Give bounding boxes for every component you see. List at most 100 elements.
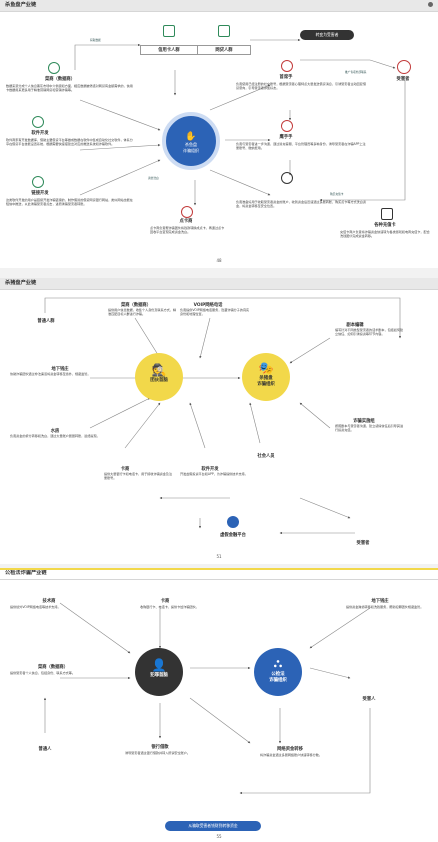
- desc-bank: 诱导受害者通过银行借款并转入所谓安全账户。: [125, 751, 190, 755]
- web-loan-icon: [218, 25, 230, 37]
- node-vendor: 菜商（数据商）: [120, 303, 152, 308]
- center-circle: ✋ 杀鱼盘 诈骗组织: [162, 112, 220, 170]
- desc-zhuashou: 负责使用已经注册的社交账号，根据受害者心理特点大量发送借贷消息，引诱受害者主动回…: [236, 82, 366, 91]
- node-victim: 受害者: [356, 541, 370, 546]
- page-header: 杀猪盘产业链: [0, 278, 438, 290]
- node-webloan: 网贷人群: [197, 45, 251, 55]
- boss-circle: 👤 犯罪首脑: [135, 648, 183, 696]
- zhuashou-icon: [281, 60, 293, 72]
- desc-charge: 充值卡商户负责将诈骗资金快速转为各类游戏和电商充值卡，配合洗钱团伙完成资金转移。: [340, 230, 430, 239]
- node-waterhouse: 水房: [50, 429, 60, 434]
- boss-icon: 🕵: [151, 363, 167, 377]
- node-platform: 虚假金融平台: [220, 533, 246, 538]
- node-network: 网络资金转移: [277, 747, 303, 752]
- node-xiangshou: 鹰手手: [279, 135, 293, 140]
- aid-icon: [181, 206, 193, 218]
- desc-aid: 点卡商负责帮诈骗团伙将钱款转换成点卡，再通过点卡回收平台变现完成资金洗白。: [150, 226, 225, 235]
- flow-lines: [44, 297, 402, 535]
- center-line1: 杀猪盘: [259, 376, 273, 381]
- center-line2: 诈骗组织: [269, 678, 287, 683]
- node-ordinary: 普通人群: [37, 319, 55, 324]
- node-card: 卡商: [160, 599, 170, 604]
- desc-editor: 编写针对不同类型受害者的话术剧本，包括如何建立信任、如何引诱投资等环节内容。: [335, 328, 404, 337]
- page-header: 杀鱼盘产业链: [0, 0, 438, 12]
- node-ordinary: 普通人: [38, 747, 52, 752]
- page-title: 公检法诈骗产业链: [5, 570, 47, 576]
- center-line1: 犯罪首脑: [150, 673, 168, 678]
- desc-vendor: 数据来源分成个人信息黑灰市场中介倒卖和方面，相应数据被筛选对网贷有金额需求的，信…: [6, 84, 133, 93]
- desc-vendor: 提供受害者个人信息，包括身份、联系方式等。: [10, 671, 75, 675]
- collapse-icon[interactable]: [428, 2, 433, 7]
- node-bank: 银行借款: [151, 745, 169, 750]
- node-credit: 信用卡人群: [140, 45, 198, 55]
- desc-sendcard: 提供大量银行卡和电话卡，用于接收诈骗资金及注册账号。: [104, 472, 173, 481]
- node-underground: 地下钱庄: [371, 599, 389, 604]
- software-icon: [32, 116, 44, 128]
- desc-underground: 协助诈骗团伙通过非法渠道将资金转移至境外，规避监管。: [10, 372, 91, 376]
- globe-icon: [227, 516, 239, 528]
- page-1: 杀鱼盘产业链 转变为受害者 信用卡人群 网贷人群 菜商（数据商） 数据来源分成个…: [0, 0, 438, 268]
- node-voip: VOIP网络电话: [193, 303, 223, 308]
- arrow-label-top: 获取数据: [90, 38, 101, 42]
- node-aid: 点卡商: [179, 219, 193, 224]
- node-editor: 剧本编辑: [346, 323, 364, 328]
- node-victim: 受害人: [362, 697, 376, 702]
- page-title: 杀鱼盘产业链: [5, 2, 37, 8]
- node-sendcard: 卡商: [120, 467, 130, 472]
- arrow-label-buy: 购买充值卡: [330, 192, 344, 196]
- link-icon: [32, 176, 44, 188]
- page-number: 55: [216, 834, 222, 839]
- node-software: 软件开发: [201, 467, 219, 472]
- org-circle: ⛬ 公检法 诈骗组织: [254, 648, 302, 696]
- desc-underground: 提供资金跨境转移和洗钱服务，帮助犯罪团伙规避监管。: [346, 605, 424, 609]
- gamepad-icon: [381, 208, 393, 220]
- page-3: 公检法诈骗产业链 技术商 提供境外VOIP网络电话等技术支持。 卡商 收购银行卡…: [0, 568, 438, 842]
- node-charge: 各种充值卡: [374, 223, 396, 228]
- flow-lines: [74, 38, 406, 206]
- node-zhuashou: 首席手: [279, 75, 293, 80]
- network-icon: ⛬: [273, 656, 283, 670]
- desc-software: 软件商家有开发数据库，借助主要借贷平台等做成数据在软件中集成自动化社交软件，体系…: [6, 138, 133, 147]
- bottom-pill: 从骗取受害者钱财到转移资金: [165, 821, 261, 831]
- center-line2: 诈骗组织: [183, 148, 199, 153]
- arrow-label-right: 推广专项外部联系: [345, 70, 367, 74]
- page-2: 杀猪盘产业链 🕵 团伙首脑 🎭 杀猪盘 诈骗组织 普通人群 菜商（数据商）: [0, 278, 438, 564]
- desc-network: 将诈骗资金通过多层网络账户快速转移分散。: [260, 753, 322, 757]
- desc-voip: 负责提供VOIP网络电话服务，隐藏诈骗分子的真实身份和地理位置。: [180, 308, 250, 317]
- node-tech: 技术商: [42, 599, 56, 604]
- node-linkdev: 链接开发: [31, 191, 49, 196]
- org-circle: 🎭 杀猪盘 诈骗组织: [242, 353, 290, 401]
- node-society: 社会人员: [257, 454, 275, 459]
- xiangshou-icon: [281, 120, 293, 132]
- center-line1: 杀鱼盘: [185, 142, 197, 147]
- vendor-icon: [48, 62, 60, 74]
- desc-linkdev: 这类软件开发的用户是链接开发诈骗链接的，制作假冒的借贷网贷银行网站，类似网站也能…: [6, 198, 133, 207]
- node-underground: 地下钱庄: [51, 367, 69, 372]
- center-line1: 公检法: [271, 672, 285, 677]
- center-line2: 诈骗组织: [257, 382, 275, 387]
- boss-circle: 🕵 团伙首脑: [135, 353, 183, 401]
- criminal-icon: 👤: [151, 658, 167, 672]
- desc-dealer: 按照剧本与受害者沟通，建立感情信任后引导其进行投资充值。: [335, 424, 404, 433]
- desc-waterhouse: 负责资金的拆分转移和洗白，通过大量账户层层转账，最终提现。: [10, 434, 100, 438]
- fish-icon: ✋: [185, 132, 197, 142]
- center-line1: 团伙首脑: [150, 378, 168, 383]
- desc-xiangshou: 负责与受害者进一步沟通，通过冒充客服、平台管理员等多种身份，诱导受害者在诈骗AP…: [236, 142, 366, 151]
- desc-card: 收购银行卡、电话卡，提供卡给诈骗团伙。: [140, 605, 199, 609]
- page-title: 杀猪盘产业链: [5, 280, 37, 286]
- node-vendor: 菜商（数据商）: [44, 77, 76, 82]
- desc-software: 开发虚假投资平台和APP，为诈骗提供技术支持。: [180, 472, 248, 476]
- zhuanshou-icon: [281, 172, 293, 184]
- desc-vendor: 提供用户信息数据，收集个人身份及联系方式，精准匹配目标人群进行诈骗。: [108, 308, 177, 317]
- arrow-label-cashout: 资金洗白: [148, 176, 159, 180]
- node-dealer: 诈骗实施组: [353, 419, 375, 424]
- page-number: 48: [216, 258, 222, 263]
- desc-tech: 提供境外VOIP网络电话等技术支持。: [10, 605, 61, 609]
- node-victim: 受害者: [396, 77, 410, 82]
- credit-card-icon: [163, 25, 175, 37]
- flow-lines: [43, 602, 371, 795]
- desc-zhuanshou: 负责准备好用于收取受害者资金的账户，收到资金后迅速通过多层转账、购买点卡等方式洗…: [236, 200, 366, 209]
- node-software: 软件开发: [31, 131, 49, 136]
- node-vendor: 菜商（数据商）: [37, 665, 69, 670]
- mask-icon: 🎭: [258, 361, 274, 375]
